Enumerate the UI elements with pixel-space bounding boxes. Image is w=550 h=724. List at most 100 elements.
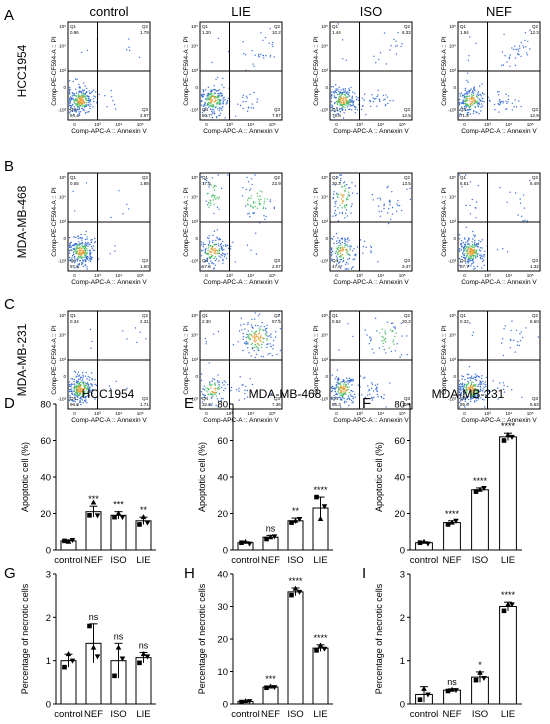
event-dot: [480, 381, 482, 383]
event-dot: [468, 264, 470, 267]
event-dot: [337, 237, 339, 239]
event-dot: [396, 45, 398, 47]
y-tick-label: 60: [394, 436, 405, 447]
event-dot: [78, 247, 80, 249]
significance-label: **: [140, 505, 148, 515]
event-dot: [498, 111, 500, 113]
event-dot: [249, 339, 251, 341]
event-dot: [247, 322, 249, 324]
event-dot: [207, 204, 209, 206]
event-dot: [522, 45, 524, 47]
flow-x-tick: 0: [205, 122, 208, 127]
event-dot: [214, 251, 217, 253]
event-dot: [521, 396, 523, 398]
event-dot: [86, 257, 89, 260]
panel-letter: C: [4, 296, 15, 313]
event-dot: [267, 335, 269, 337]
event-dot: [499, 103, 501, 106]
event-dot: [468, 381, 470, 384]
event-dot: [251, 103, 254, 105]
event-dot: [466, 95, 468, 98]
event-dot: [204, 337, 206, 340]
flow-y-tick: 10⁵: [59, 175, 66, 180]
event-dot: [474, 376, 477, 379]
significance-label: ****: [473, 476, 488, 486]
data-point-triangle-down: [509, 602, 515, 608]
x-tick-label: ISO: [287, 555, 303, 566]
event-dot: [252, 63, 254, 65]
event-dot: [72, 108, 74, 110]
event-dot: [344, 383, 347, 386]
event-dot: [472, 385, 474, 387]
event-dot: [232, 241, 234, 243]
event-dot: [406, 354, 408, 356]
event-dot: [351, 203, 353, 205]
event-dot: [334, 91, 336, 93]
event-dot: [84, 400, 87, 403]
event-dot: [213, 252, 215, 254]
event-dot: [73, 378, 76, 381]
event-dot: [205, 260, 207, 262]
event-dot: [82, 401, 84, 404]
event-dot: [470, 396, 472, 398]
event-dot: [461, 378, 463, 380]
event-dot: [476, 379, 478, 382]
event-dot: [479, 85, 481, 87]
event-dot: [219, 99, 222, 101]
event-dot: [363, 240, 366, 242]
event-dot: [217, 400, 220, 402]
event-dot: [343, 391, 345, 393]
event-dot: [265, 55, 267, 57]
event-dot: [262, 39, 264, 41]
event-dot: [126, 49, 128, 51]
event-dot: [73, 102, 76, 104]
quadrant-q3-value: 12.5: [402, 113, 411, 118]
event-dot: [83, 104, 86, 107]
event-dot: [208, 245, 210, 247]
event-dot: [333, 193, 335, 196]
event-dot: [342, 388, 344, 390]
quadrant-q3-value: 2.97: [140, 113, 149, 118]
event-dot: [88, 395, 90, 397]
event-dot: [265, 327, 267, 330]
flow-y-tick: 0: [325, 374, 328, 379]
event-dot: [341, 185, 344, 188]
data-point-triangle-down: [481, 485, 487, 491]
event-dot: [348, 397, 350, 399]
event-dot: [471, 244, 474, 246]
event-dot: [347, 196, 349, 198]
event-dot: [339, 399, 342, 401]
event-dot: [76, 392, 78, 394]
event-dot: [394, 328, 396, 330]
event-dot: [473, 376, 475, 378]
event-dot: [78, 94, 80, 96]
event-dot: [376, 390, 378, 393]
event-dot: [469, 244, 471, 246]
flow-x-tick: 10⁵: [269, 411, 276, 416]
scatter-events: [330, 23, 403, 119]
event-dot: [85, 97, 88, 100]
event-dot: [218, 393, 221, 395]
event-dot: [250, 195, 252, 197]
event-dot: [331, 110, 333, 112]
significance-label: ns: [266, 523, 276, 533]
event-dot: [68, 112, 71, 114]
event-dot: [376, 383, 379, 385]
event-dot: [69, 99, 71, 102]
flow-x-axis-label: Comp-APC-A :: Annexin V: [333, 417, 409, 424]
data-point-triangle-down: [94, 513, 101, 519]
event-dot: [514, 45, 516, 47]
event-dot: [391, 213, 394, 215]
event-dot: [87, 249, 89, 252]
event-dot: [222, 101, 224, 103]
flow-x-tick: 10⁵: [269, 122, 276, 127]
flow-y-tick: -10³: [448, 258, 457, 263]
event-dot: [84, 390, 86, 392]
event-dot: [351, 182, 353, 184]
event-dot: [210, 95, 213, 98]
flow-y-tick: 10⁴: [449, 333, 456, 338]
event-dot: [258, 56, 260, 58]
event-dot: [381, 328, 383, 330]
event-dot: [502, 382, 505, 384]
event-dot: [371, 383, 374, 385]
